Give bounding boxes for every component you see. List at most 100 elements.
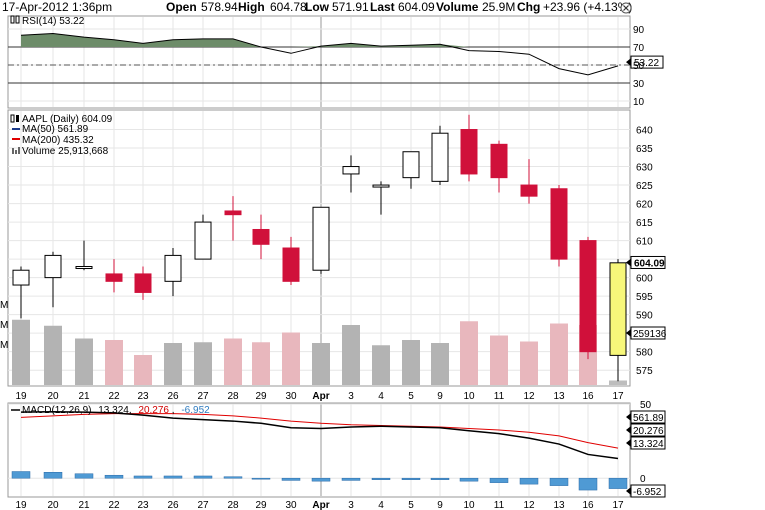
x-tick-label: 4 — [378, 391, 384, 402]
x-tick-label: 28 — [227, 500, 239, 510]
macd-histogram-bar — [133, 475, 153, 479]
candle-body — [12, 269, 30, 286]
candle — [402, 151, 420, 189]
x-tick-label: 26 — [167, 500, 179, 510]
candle-body — [224, 210, 242, 216]
macd-histogram-bar — [459, 477, 479, 482]
x-tick-label: 3 — [348, 500, 354, 510]
price-tick-label: 610 — [636, 237, 653, 248]
x-tick-label: 11 — [494, 391, 505, 402]
x-tick-label: 12 — [523, 391, 535, 402]
price-legend-aapl: AAPL (Daily) 604.09 — [22, 114, 113, 125]
macd-legend-val: 13.324, — [98, 405, 131, 416]
candle — [312, 206, 330, 274]
candle-body — [105, 273, 123, 282]
x-tick-label: 3 — [348, 391, 354, 402]
volume-bar — [12, 319, 30, 385]
price-tick-label: 620 — [636, 200, 653, 211]
macd-histogram-bar — [519, 477, 539, 485]
candle — [134, 266, 152, 300]
volume-bar — [134, 355, 152, 385]
ma200-swatch — [12, 138, 20, 140]
macd-legend-name: MACD(12,26,9) — [22, 405, 91, 416]
header-high: 604.78 — [270, 0, 307, 14]
x-tick-label: 10 — [463, 391, 475, 402]
volume-bar — [342, 325, 360, 385]
macd-histogram-bar — [430, 477, 450, 480]
rsi-panel-frame — [7, 15, 631, 109]
macd-histogram-bar — [223, 476, 243, 479]
x-tick-label: 19 — [15, 391, 27, 402]
axes-labels: 9070503010640635630625620615610605600595… — [0, 25, 667, 510]
x-tick-label: 16 — [582, 500, 594, 510]
price-tick-label: 635 — [636, 144, 653, 155]
price-legend-volume: Volume 25,913,668 — [22, 146, 109, 157]
candle-body — [609, 262, 627, 356]
x-tick-label: Apr — [312, 500, 329, 510]
volume-bar — [105, 340, 123, 385]
volume-bar — [252, 342, 270, 385]
price-tick-label: 625 — [636, 181, 653, 192]
macd-value-pointer — [626, 413, 631, 421]
volume-bar — [282, 332, 300, 385]
x-tick-label: 29 — [255, 391, 267, 402]
candle — [44, 251, 62, 308]
volume-bar — [550, 323, 568, 385]
x-tick-label: 10 — [463, 500, 475, 510]
candle — [12, 266, 30, 319]
header-chg: +23.96 (+4.13%) — [543, 0, 632, 14]
candle — [342, 155, 360, 193]
price-tick-label: 615 — [636, 218, 653, 229]
x-tick-label: 5 — [408, 500, 414, 510]
x-tick-label: 22 — [108, 391, 120, 402]
candle-body — [460, 129, 478, 175]
x-tick-label: 21 — [78, 500, 90, 510]
price-last-pointer — [626, 258, 631, 267]
candle-body — [282, 247, 300, 282]
rsi-last-pointer — [626, 58, 631, 67]
x-tick-label: 26 — [167, 391, 179, 402]
volume-value-pointer — [626, 329, 631, 337]
macd-histogram-bar — [43, 472, 63, 479]
volume-bar — [75, 338, 93, 385]
volume-bar — [520, 341, 538, 385]
candle — [224, 196, 242, 241]
rsi-tick-label: 90 — [633, 25, 645, 36]
candle-body — [550, 188, 568, 260]
candle — [609, 259, 627, 382]
x-tick-label: 13 — [553, 500, 565, 510]
macd-line — [20, 410, 619, 460]
header-last: 604.09 — [398, 0, 435, 14]
macd-right-value: -6.952 — [633, 487, 662, 498]
x-tick-label: 30 — [285, 500, 297, 510]
macd-histogram-bar — [608, 477, 628, 489]
header-low: 571.91 — [332, 0, 369, 14]
macd-legend: MACD(12,26,9) 13.324, 20.276 , -6.952 — [11, 405, 210, 416]
price-tick-label: 600 — [636, 274, 653, 285]
volume-axis-label: M — [0, 340, 8, 351]
x-tick-label: 16 — [582, 391, 594, 402]
candle — [460, 114, 478, 182]
rsi-overbought-fill — [21, 33, 618, 47]
macd-histogram-bar — [401, 477, 421, 480]
candle-body — [164, 254, 182, 282]
macd-value-pointer — [626, 487, 631, 495]
candle — [490, 140, 508, 193]
candle — [194, 214, 212, 260]
volume-axis-label: M — [0, 320, 8, 331]
x-tick-label: 12 — [523, 500, 535, 510]
x-tick-label: 23 — [137, 500, 149, 510]
price-tick-label: 640 — [636, 126, 653, 137]
header-bar: 17-Apr-2012 1:36pm Open 578.94 High 604.… — [2, 0, 632, 14]
macd-tick-label: 0 — [640, 474, 646, 485]
x-tick-label: 11 — [494, 500, 505, 510]
volume-bar — [194, 342, 212, 385]
close-icon[interactable] — [620, 2, 632, 14]
volume-bar — [431, 343, 449, 385]
x-tick-label: Apr — [312, 391, 329, 402]
candle — [105, 259, 123, 293]
signal-line — [20, 413, 619, 449]
x-tick-label: 29 — [255, 500, 267, 510]
volume-axis-label: M — [0, 300, 8, 311]
macd-histogram-bar — [578, 477, 598, 491]
